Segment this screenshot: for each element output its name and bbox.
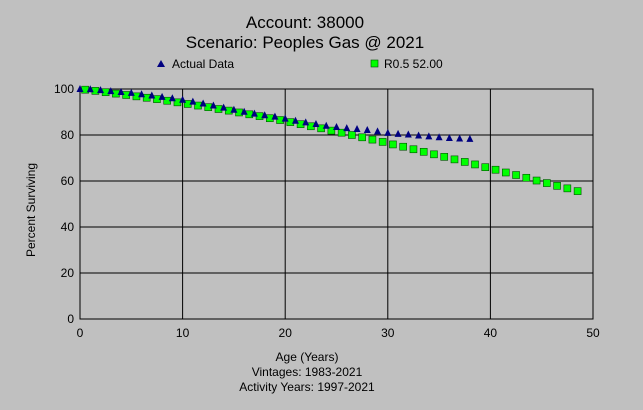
point-actual-data [76, 85, 84, 92]
y-tick-label: 100 [54, 82, 74, 96]
point-actual-data [322, 121, 330, 129]
point-actual-data [353, 125, 361, 133]
point-actual-data [456, 134, 464, 142]
point-actual-data [425, 132, 433, 140]
point-actual-data [240, 107, 248, 115]
point-r05 [389, 140, 397, 149]
point-actual-data [363, 125, 371, 133]
point-actual-data [230, 105, 238, 113]
point-actual-data [117, 87, 125, 95]
plot-area [79, 88, 594, 320]
point-actual-data [271, 112, 279, 120]
point-actual-data [209, 101, 217, 109]
point-r05 [481, 163, 490, 171]
point-r05 [358, 133, 366, 142]
footer-vintages: Vintages: 1983-2021 [252, 365, 363, 379]
point-r05 [399, 142, 407, 151]
tick-labels: 0 10 20 30 40 50 0 20 40 60 80 100 [54, 82, 600, 340]
point-actual-data [179, 95, 187, 103]
point-r05 [378, 138, 387, 146]
point-actual-data [445, 133, 453, 141]
point-r05 [327, 126, 336, 135]
point-r05 [563, 184, 572, 193]
point-r05 [440, 153, 449, 161]
footer-activity-years: Activity Years: 1997-2021 [239, 380, 375, 394]
point-r05 [553, 182, 561, 190]
point-actual-data [415, 131, 423, 139]
point-actual-data [168, 94, 176, 102]
x-tick-label: 40 [484, 326, 498, 340]
x-tick-label: 20 [279, 326, 293, 340]
y-tick-label: 0 [67, 312, 74, 326]
legend-label-r05: R0.5 52.00 [384, 57, 443, 71]
point-r05 [430, 150, 438, 159]
point-actual-data [158, 92, 166, 100]
point-actual-data [148, 91, 156, 99]
point-actual-data [250, 109, 258, 117]
point-actual-data [220, 103, 228, 111]
point-actual-data [127, 88, 135, 96]
point-actual-data [281, 114, 289, 122]
point-actual-data [138, 90, 146, 98]
point-r05 [512, 171, 520, 179]
point-actual-data [384, 128, 392, 136]
point-actual-data [374, 127, 382, 135]
point-r05 [573, 187, 582, 195]
point-actual-data [86, 85, 94, 93]
chart-subtitle: Scenario: Peoples Gas @ 2021 [186, 33, 424, 52]
y-tick-label: 40 [61, 220, 75, 234]
point-r05 [337, 128, 346, 137]
point-r05 [450, 155, 459, 164]
point-r05 [522, 173, 531, 182]
point-r05 [491, 165, 500, 174]
point-actual-data [302, 118, 310, 126]
point-actual-data [199, 99, 207, 107]
grid [80, 89, 593, 319]
point-r05 [543, 179, 551, 187]
x-tick-label: 10 [176, 326, 190, 340]
x-tick-label: 0 [77, 326, 84, 340]
point-actual-data [404, 130, 412, 138]
data-marks [76, 85, 582, 195]
point-actual-data [435, 133, 443, 141]
point-r05 [460, 158, 469, 166]
point-actual-data [312, 119, 320, 127]
legend-marker-r05 [370, 59, 379, 68]
point-actual-data [343, 124, 351, 132]
point-r05 [348, 131, 356, 139]
point-r05 [409, 145, 418, 154]
y-tick-label: 60 [61, 174, 75, 188]
point-actual-data [189, 97, 197, 105]
x-axis-label: Age (Years) [276, 350, 339, 364]
point-actual-data [261, 111, 269, 119]
chart-title: Account: 38000 [246, 13, 364, 32]
x-tick-label: 50 [586, 326, 600, 340]
point-actual-data [394, 129, 402, 137]
point-r05 [501, 168, 510, 177]
point-actual-data [333, 122, 340, 130]
point-actual-data [291, 116, 299, 124]
legend-marker-actual-data [157, 60, 165, 67]
x-tick-label: 30 [381, 326, 395, 340]
point-actual-data [466, 134, 474, 142]
point-r05 [532, 176, 541, 185]
y-axis-label: Percent Surviving [24, 163, 38, 257]
y-tick-label: 80 [61, 128, 75, 142]
y-tick-label: 20 [61, 266, 75, 280]
point-r05 [368, 135, 377, 144]
legend-label-actual-data: Actual Data [172, 57, 234, 71]
point-r05 [471, 160, 479, 169]
legend: Actual Data R0.5 52.00 [157, 57, 443, 71]
point-actual-data [107, 87, 115, 95]
point-actual-data [97, 86, 105, 94]
point-r05 [419, 147, 428, 156]
